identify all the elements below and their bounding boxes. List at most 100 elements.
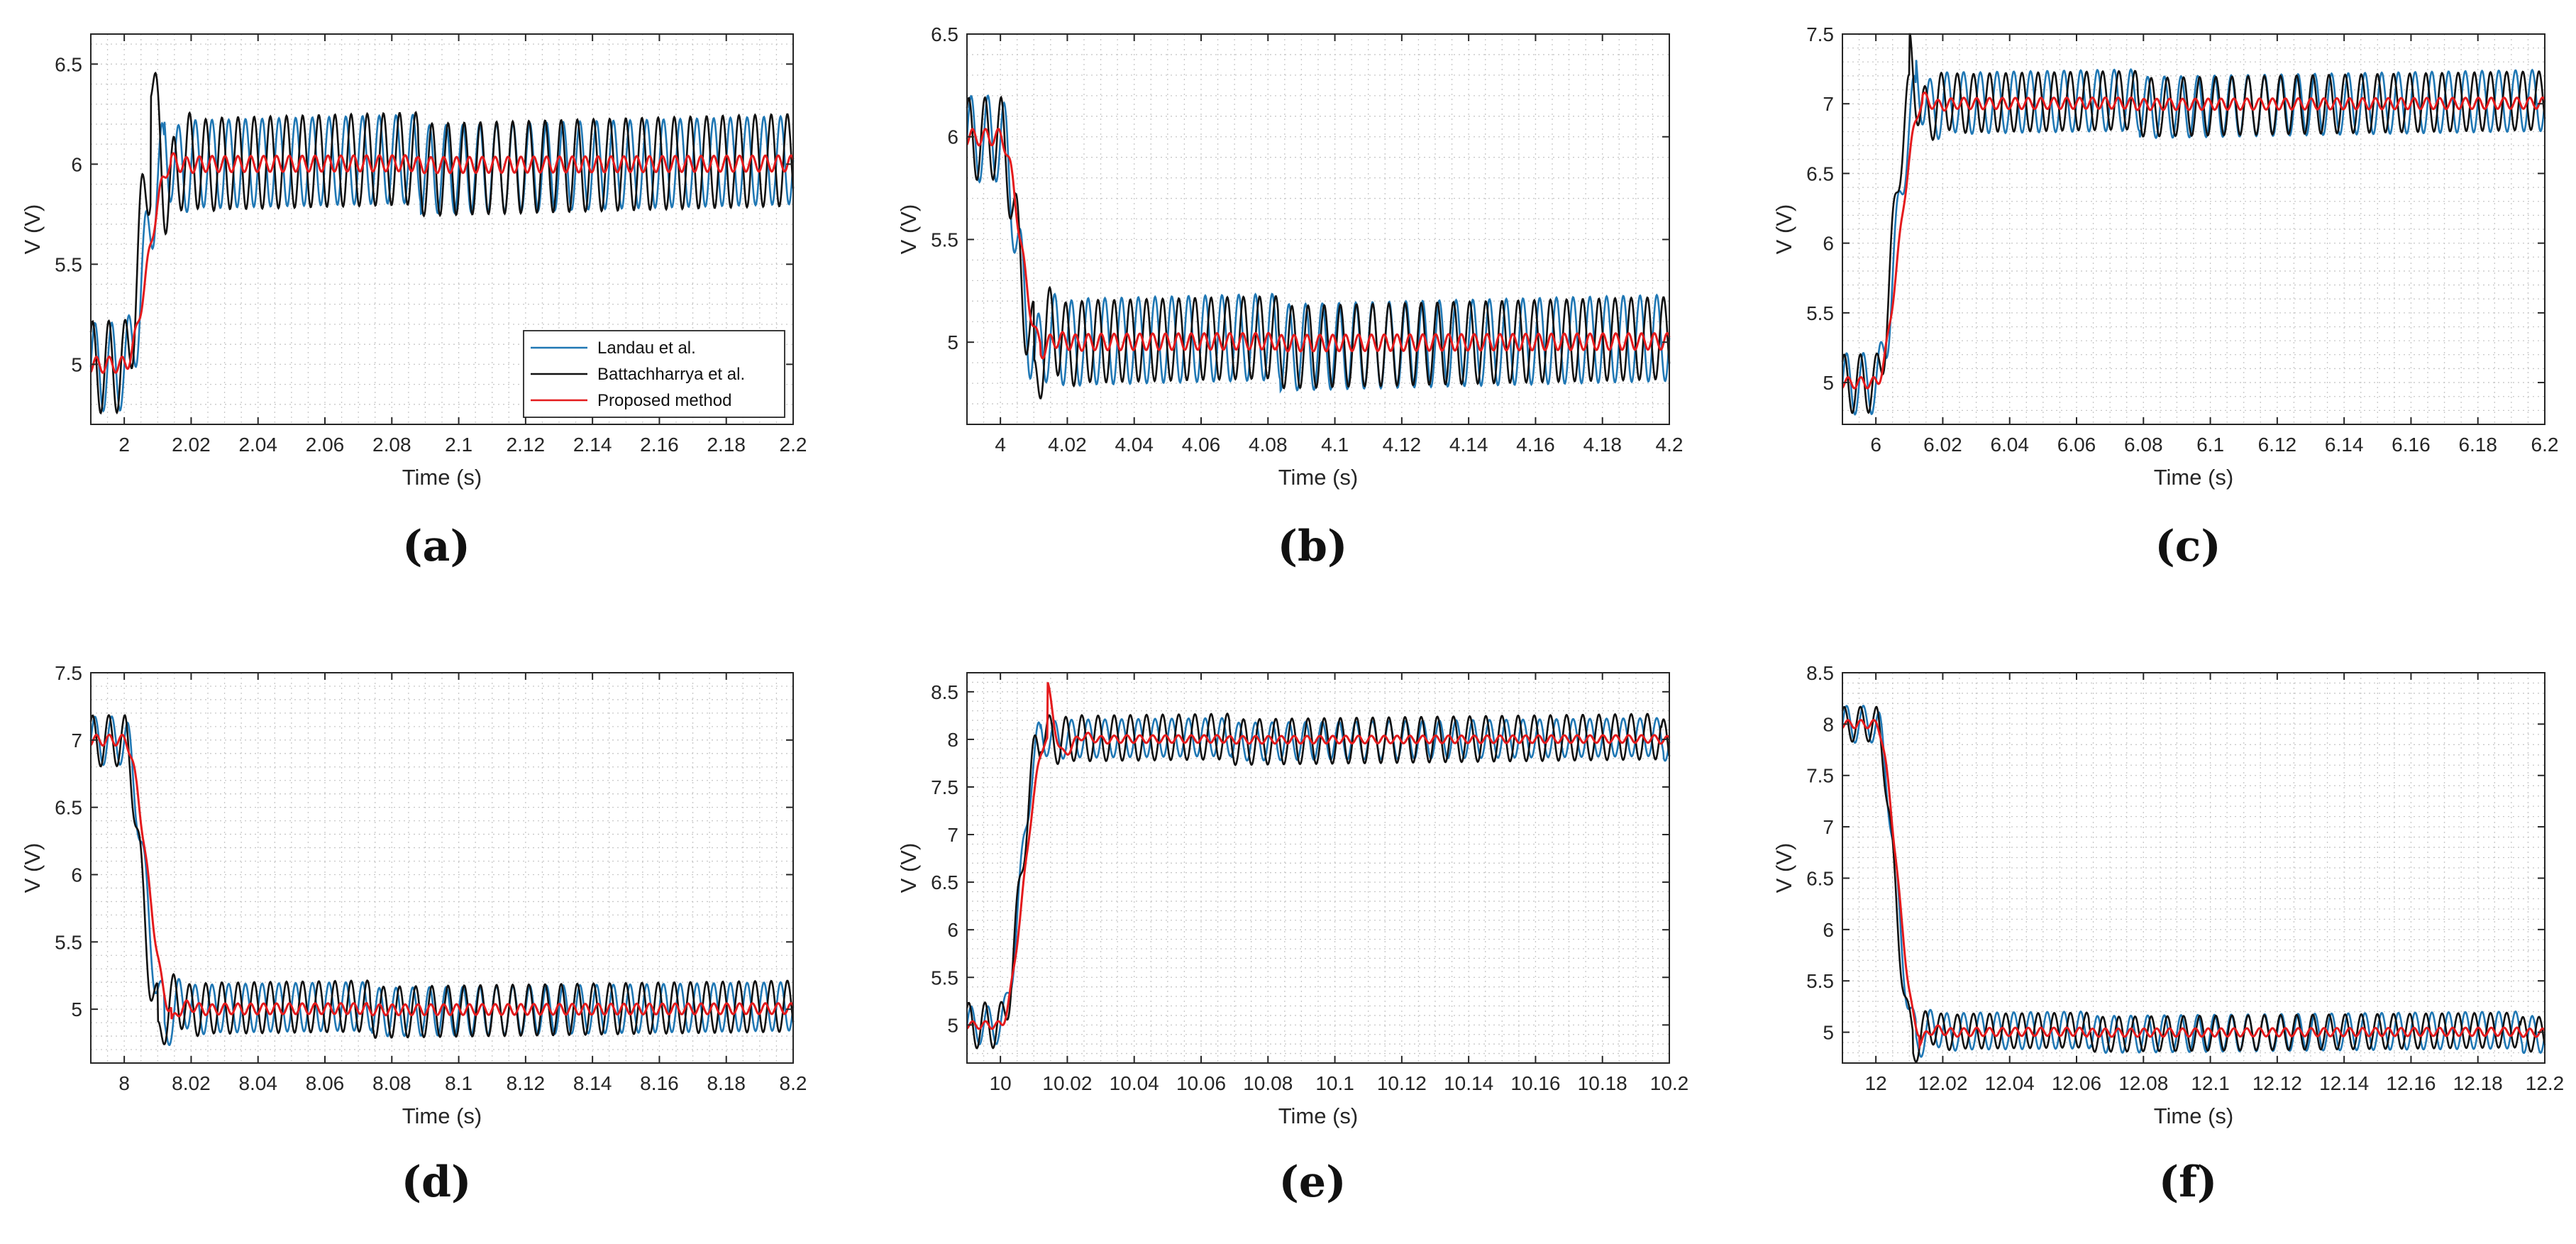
x-axis-label: Time (s) <box>2154 465 2234 490</box>
x-tick-label: 4.04 <box>1115 434 1154 456</box>
y-axis-label: V (V) <box>896 843 921 893</box>
x-axis-label: Time (s) <box>402 465 482 490</box>
x-tick-label: 6.04 <box>1990 434 2029 456</box>
y-tick-label: 8.5 <box>931 681 958 703</box>
y-tick-label: 5 <box>71 353 82 375</box>
legend-label: Landau et al. <box>597 338 696 358</box>
axes-frame <box>1842 33 2545 425</box>
x-tick-label: 4.16 <box>1516 434 1555 456</box>
y-tick-label: 7 <box>947 824 958 846</box>
series-line-battachharrya <box>966 712 1671 1050</box>
x-tick-label: 12.02 <box>1918 1072 1967 1094</box>
x-tick-label: 6.18 <box>2458 434 2497 456</box>
x-tick-label: 6.1 <box>2196 434 2224 456</box>
y-tick-label: 6 <box>71 153 82 175</box>
x-tick-label: 6.16 <box>2392 434 2431 456</box>
series-line-battachharrya <box>89 714 795 1045</box>
series-line-proposed <box>1841 91 2546 390</box>
x-tick-label: 2 <box>118 434 130 456</box>
x-axis-label: Time (s) <box>1278 1103 1359 1128</box>
series-line-landau <box>966 717 1671 1046</box>
x-tick-label: 6.12 <box>2258 434 2297 456</box>
x-tick-label: 10.2 <box>1650 1072 1689 1094</box>
x-tick-label: 4.14 <box>1449 434 1488 456</box>
x-tick-label: 2.04 <box>238 434 277 456</box>
series-line-battachharrya <box>1841 705 2546 1063</box>
x-tick-label: 6.02 <box>1923 434 1962 456</box>
y-tick-label: 5.5 <box>55 253 82 275</box>
x-axis-label: Time (s) <box>402 1103 482 1128</box>
y-axis-label: V (V) <box>1771 204 1796 255</box>
chart-panel: 10 10.02 10.04 10.06 10.08 10.1 10.12 10.14 10.1… <box>896 672 1689 1207</box>
y-tick-label: 5.5 <box>931 229 958 251</box>
x-tick-label: 10 <box>990 1072 1012 1094</box>
y-tick-label: 6.5 <box>55 797 82 819</box>
x-tick-label: 4.06 <box>1182 434 1221 456</box>
y-tick-label: 5 <box>71 998 82 1020</box>
y-tick-label: 7 <box>71 730 82 752</box>
y-tick-label: 8.5 <box>1806 662 1834 684</box>
y-tick-label: 5.5 <box>1806 970 1834 992</box>
panel-label: (d) <box>402 1157 472 1207</box>
x-tick-label: 12.04 <box>1985 1072 2035 1094</box>
x-tick-label: 8.12 <box>507 1072 546 1094</box>
x-tick-label: 4.1 <box>1321 434 1349 456</box>
x-tick-label: 8.16 <box>640 1072 679 1094</box>
x-tick-label: 10.1 <box>1315 1072 1354 1094</box>
x-tick-label: 8.06 <box>306 1072 345 1094</box>
x-tick-label: 8.18 <box>707 1072 746 1094</box>
x-tick-label: 2.1 <box>445 434 472 456</box>
series-line-landau <box>89 114 795 413</box>
y-tick-label: 6.5 <box>1806 867 1834 889</box>
x-tick-label: 6.08 <box>2124 434 2163 456</box>
x-tick-label: 6.14 <box>2325 434 2364 456</box>
chart-panel: 4 4.02 4.04 4.06 4.08 4.1 4.12 4.14 4.16 4.18 4.2 5… <box>896 23 1683 571</box>
panel-label: (a) <box>402 522 470 571</box>
panel-label: (c) <box>2155 522 2221 571</box>
x-tick-label: 12 <box>1865 1072 1887 1094</box>
y-tick-label: 8 <box>1823 713 1834 735</box>
chart-panel: 6 6.02 6.04 6.06 6.08 6.1 6.12 6.14 6.16 6.18 6.2 5… <box>1771 23 2558 571</box>
x-tick-label: 4.2 <box>1656 434 1684 456</box>
y-tick-label: 7 <box>1823 93 1834 115</box>
x-tick-label: 4 <box>995 434 1006 456</box>
y-axis-label: V (V) <box>20 204 45 255</box>
axes-frame <box>90 672 794 1064</box>
x-tick-label: 8 <box>118 1072 130 1094</box>
y-tick-label: 5 <box>947 331 958 353</box>
series-line-battachharrya <box>1841 33 2546 414</box>
x-tick-label: 2.2 <box>780 434 807 456</box>
x-tick-label: 12.2 <box>2526 1072 2565 1094</box>
chart-panel: 2 2.02 2.04 2.06 2.08 2.1 2.12 2.14 2.16 2.18 2.2 5… <box>20 33 807 571</box>
x-tick-label: 10.04 <box>1110 1072 1159 1094</box>
x-tick-label: 2.12 <box>507 434 546 456</box>
x-tick-label: 10.18 <box>1578 1072 1627 1094</box>
legend: Landau et al. Battachharrya et al. Propose… <box>523 330 785 418</box>
x-tick-label: 6.2 <box>2531 434 2559 456</box>
x-tick-label: 4.12 <box>1383 434 1422 456</box>
x-tick-label: 2.06 <box>306 434 345 456</box>
x-tick-label: 12.1 <box>2191 1072 2230 1094</box>
series-line-landau <box>1841 60 2546 416</box>
x-tick-label: 2.16 <box>640 434 679 456</box>
series-line-proposed <box>89 733 795 1020</box>
y-tick-label: 6 <box>1823 919 1834 941</box>
y-tick-label: 6 <box>71 864 82 886</box>
y-tick-label: 6.5 <box>931 871 958 893</box>
x-tick-label: 4.18 <box>1583 434 1622 456</box>
y-tick-label: 5 <box>1823 372 1834 394</box>
x-tick-label: 8.1 <box>445 1072 472 1094</box>
x-axis-label: Time (s) <box>2154 1103 2234 1128</box>
x-tick-label: 10.16 <box>1510 1072 1560 1094</box>
panel-label: (e) <box>1279 1157 1347 1207</box>
x-tick-label: 8.2 <box>780 1072 807 1094</box>
y-tick-label: 5 <box>947 1014 958 1036</box>
series-line-proposed <box>966 682 1671 1030</box>
x-tick-label: 12.16 <box>2386 1072 2436 1094</box>
x-tick-label: 12.12 <box>2252 1072 2302 1094</box>
x-tick-label: 4.08 <box>1249 434 1288 456</box>
legend-label: Battachharrya et al. <box>597 365 745 384</box>
series-line-proposed <box>89 152 795 374</box>
y-tick-label: 5.5 <box>1806 302 1834 324</box>
